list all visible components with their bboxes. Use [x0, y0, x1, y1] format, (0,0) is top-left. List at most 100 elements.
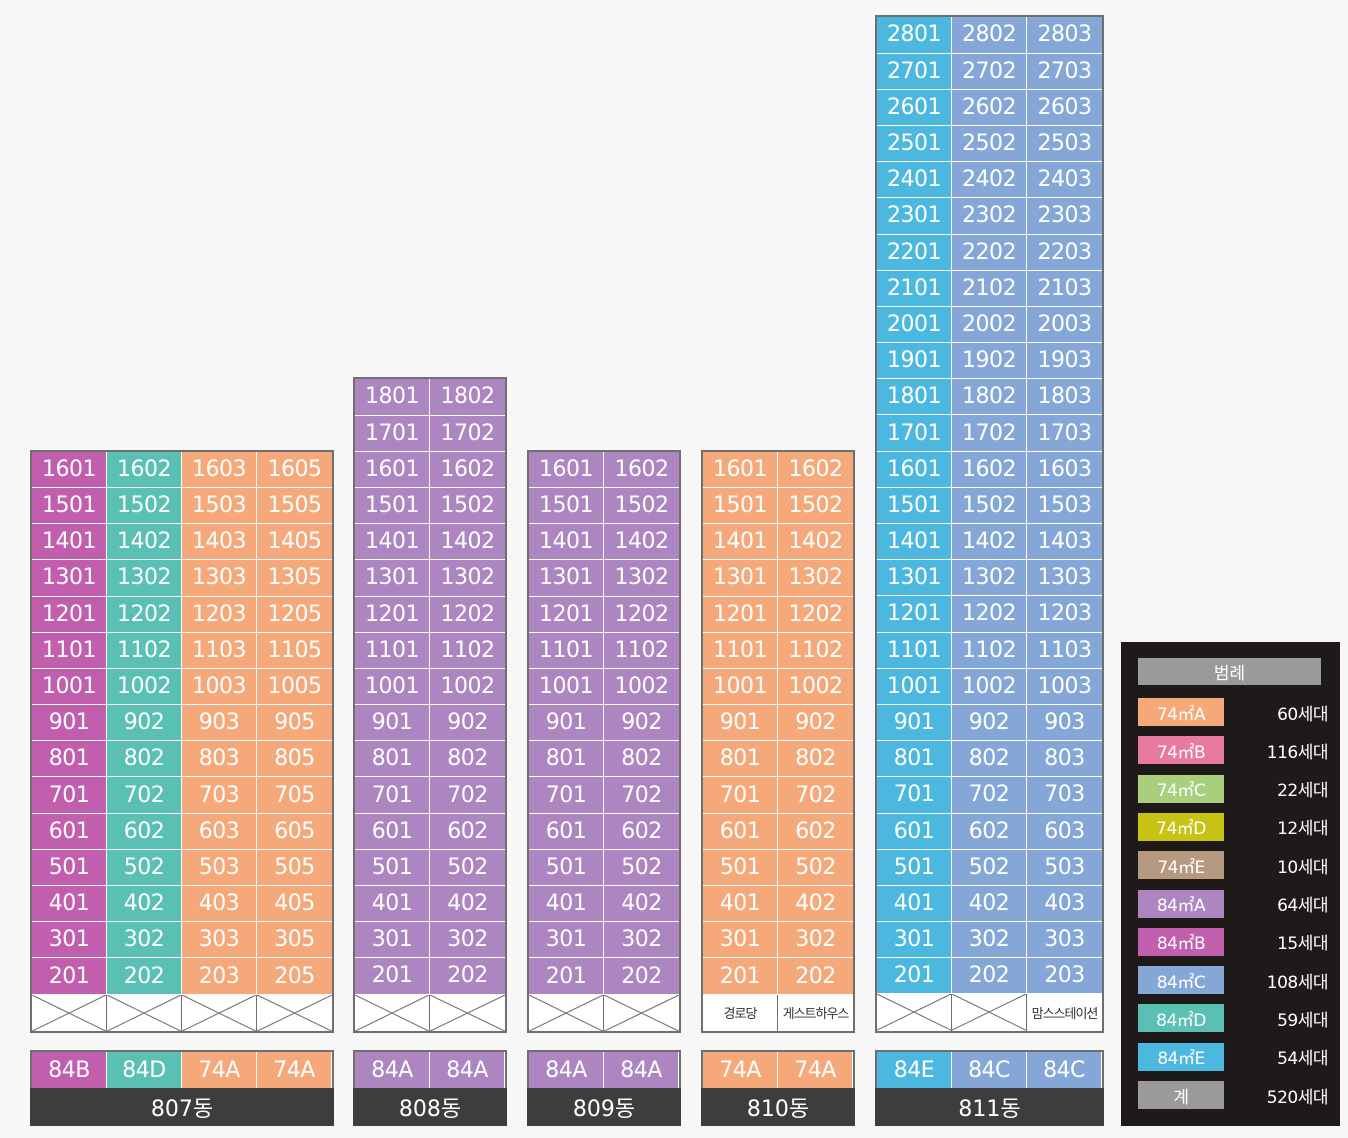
legend-swatch: 84㎡D [1138, 1004, 1224, 1033]
unit-cell: 2003 [1027, 306, 1102, 344]
unit-type-cell: 84E [877, 1052, 952, 1088]
unit-type-row: 84E 84C 84C [875, 1050, 1104, 1088]
legend-item: 74㎡C 22세대 [1138, 774, 1329, 803]
unit-cell: 1305 [257, 560, 332, 597]
floor-row: 1001 1002 1003 1005 [32, 668, 332, 706]
floor-row: 1101 1102 1103 1105 [32, 632, 332, 669]
unit-cell: 2002 [952, 306, 1027, 344]
piloti-cell [952, 994, 1027, 1031]
unit-cell: 1602 [604, 451, 679, 488]
unit-cell: 1301 [529, 560, 604, 597]
floor-row: 1101 1102 [703, 632, 853, 669]
floor-row: 1301 1302 1303 [877, 560, 1102, 597]
unit-cell: 205 [257, 958, 332, 995]
unit-cell: 1301 [703, 560, 778, 597]
unit-cell: 702 [604, 777, 679, 814]
unit-cell: 1301 [877, 560, 952, 597]
unit-type-cell: 74A [703, 1052, 778, 1088]
unit-cell: 1601 [529, 451, 604, 488]
unit-cell: 202 [430, 958, 505, 995]
floor-row: 1801 1802 1803 [877, 379, 1102, 416]
unit-cell: 1001 [703, 668, 778, 706]
legend-count: 520세대 [1266, 1087, 1329, 1108]
unit-cell: 301 [32, 922, 107, 959]
unit-cell: 803 [1027, 741, 1102, 778]
piloti-cell [182, 994, 257, 1031]
unit-cell: 602 [778, 813, 853, 850]
unit-cell: 1803 [1027, 379, 1102, 416]
unit-cell: 301 [877, 922, 952, 959]
unit-cell: 902 [430, 705, 505, 742]
unit-cell: 1402 [604, 524, 679, 561]
unit-cell: 1103 [182, 632, 257, 669]
piloti-cell [529, 994, 604, 1031]
unit-cell: 501 [355, 849, 430, 887]
unit-cell: 802 [778, 741, 853, 778]
unit-cell: 2402 [952, 162, 1027, 199]
legend-count: 60세대 [1277, 704, 1328, 725]
floor-row: 601 602 [355, 813, 505, 850]
unit-cell: 1503 [182, 487, 257, 525]
unit-cell: 702 [778, 777, 853, 814]
unit-cell: 1101 [529, 632, 604, 669]
unit-cell: 603 [1027, 813, 1102, 850]
legend-item: 74㎡B 116세대 [1138, 736, 1329, 765]
unit-cell: 1203 [1027, 596, 1102, 633]
unit-cell: 1505 [257, 487, 332, 525]
building-2: 1801 1802 1701 1702 1601 1602 1501 1502 1401 1402… [353, 377, 507, 1033]
unit-cell: 1002 [952, 668, 1027, 705]
floor-row: 1201 1202 [355, 596, 505, 633]
floor-row: 901 902 [703, 705, 853, 742]
legend: 범례 74㎡A 60세대 74㎡B 116세대 74㎡C 22세대 74㎡D 12세대 74㎡E… [1121, 642, 1340, 1126]
unit-cell: 1703 [1027, 415, 1102, 452]
legend-item: 계 520세대 [1138, 1081, 1329, 1109]
unit-cell: 1403 [182, 524, 257, 561]
legend-count: 10세대 [1277, 857, 1328, 878]
unit-cell: 1201 [529, 596, 604, 633]
unit-cell: 1301 [355, 560, 430, 597]
unit-cell: 1001 [355, 668, 430, 706]
unit-cell: 2202 [952, 234, 1027, 271]
unit-cell: 702 [430, 777, 505, 814]
legend-swatch: 계 [1138, 1081, 1224, 1109]
unit-cell: 701 [355, 777, 430, 814]
unit-cell: 303 [1027, 922, 1102, 959]
unit-cell: 1401 [355, 524, 430, 561]
unit-cell: 1501 [529, 487, 604, 525]
unit-cell: 2403 [1027, 162, 1102, 199]
unit-cell: 1701 [355, 415, 430, 452]
unit-cell: 202 [952, 958, 1027, 995]
unit-cell: 1301 [32, 560, 107, 597]
unit-cell: 2803 [1027, 17, 1102, 54]
piloti-cell [430, 994, 505, 1031]
unit-cell: 901 [703, 705, 778, 742]
building-label: 809동 [527, 1088, 681, 1126]
unit-cell: 802 [952, 741, 1027, 778]
unit-cell: 1001 [32, 668, 107, 706]
legend-swatch: 74㎡D [1138, 812, 1224, 841]
unit-cell: 2303 [1027, 198, 1102, 235]
unit-cell: 1203 [182, 596, 257, 633]
unit-cell: 1501 [877, 487, 952, 525]
floor-row: 201 202 [529, 958, 679, 995]
unit-cell: 802 [430, 741, 505, 778]
floor-row: 1001 1002 [703, 668, 853, 706]
floor-row: 301 302 [703, 922, 853, 959]
unit-cell: 701 [877, 777, 952, 814]
unit-cell: 1202 [778, 596, 853, 633]
floor-row: 401 402 [355, 886, 505, 923]
floor-row: 301 302 303 305 [32, 922, 332, 959]
unit-cell: 1602 [107, 451, 182, 488]
unit-cell: 1001 [877, 668, 952, 705]
unit-cell: 602 [107, 813, 182, 850]
unit-cell: 801 [355, 741, 430, 778]
legend-swatch: 84㎡C [1138, 966, 1224, 995]
unit-cell: 1403 [1027, 524, 1102, 561]
unit-cell: 1503 [1027, 487, 1102, 525]
unit-cell: 1502 [604, 487, 679, 525]
legend-swatch: 84㎡B [1138, 927, 1224, 956]
floor-row: 901 902 [355, 705, 505, 742]
floor-row: 501 502 [529, 849, 679, 887]
unit-cell: 401 [355, 886, 430, 923]
floor-row: 701 702 703 [877, 777, 1102, 814]
